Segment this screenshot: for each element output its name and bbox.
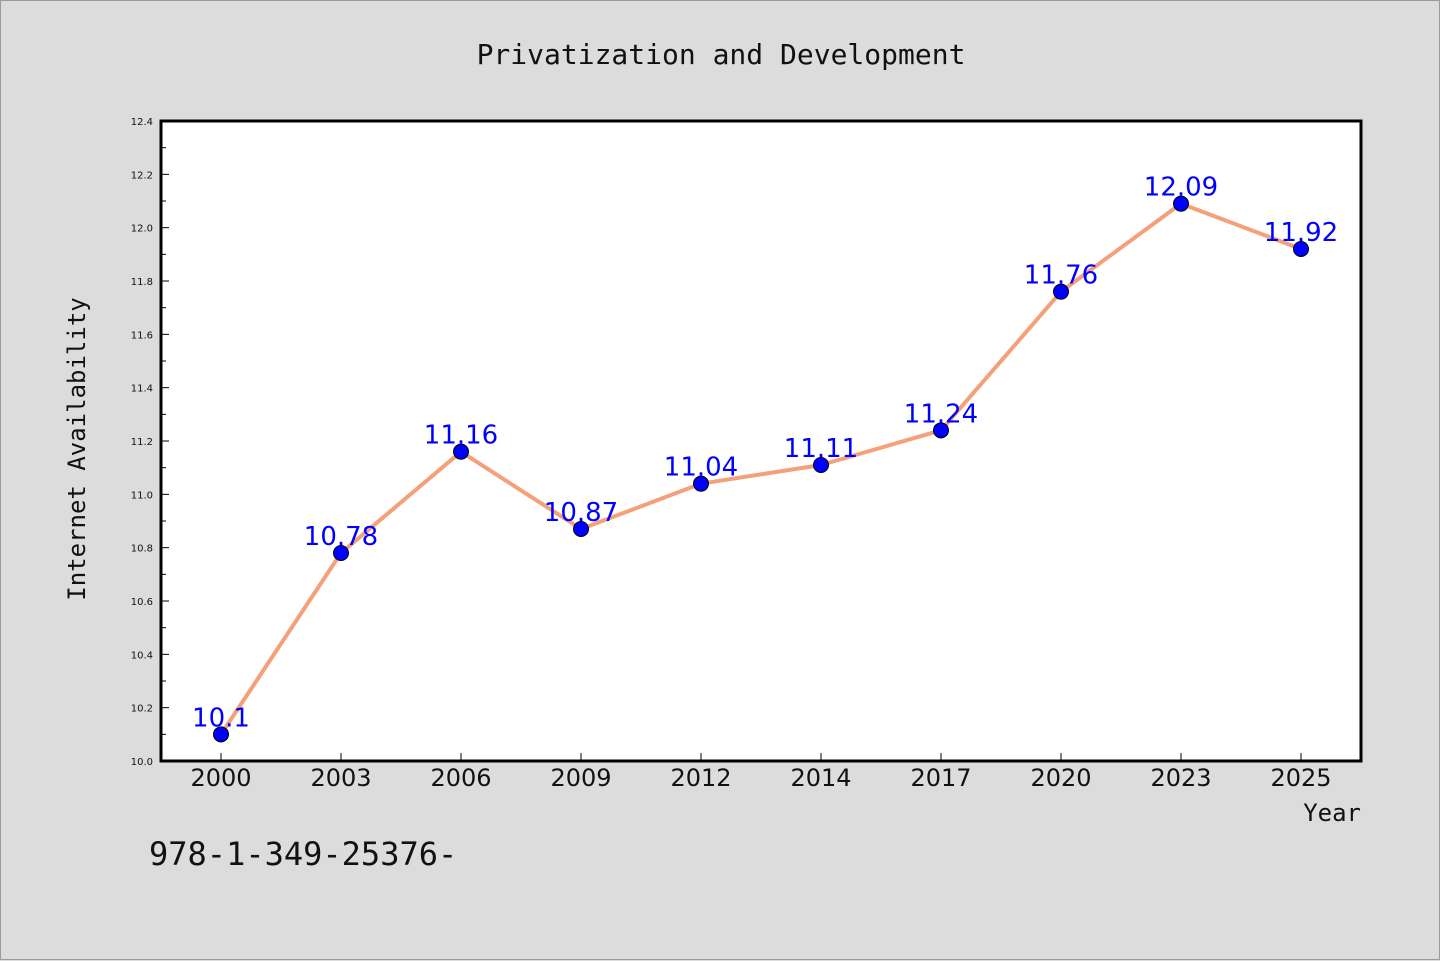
y-tick-label: 10.2 — [131, 704, 153, 715]
x-tick-label: 2023 — [1150, 764, 1211, 792]
y-tick-label: 10.8 — [131, 544, 153, 555]
x-tick-label: 2014 — [790, 764, 851, 792]
data-label: 10.78 — [304, 522, 378, 552]
data-point — [1053, 283, 1069, 300]
data-label: 11.76 — [1024, 261, 1098, 291]
x-axis-title: Year — [1303, 799, 1361, 827]
data-label: 10.87 — [544, 498, 618, 528]
data-point — [933, 422, 949, 439]
y-tick-label: 11.0 — [131, 490, 153, 501]
data-point — [573, 521, 589, 537]
y-tick-label: 12.0 — [131, 224, 153, 235]
y-tick-label: 11.4 — [131, 384, 153, 395]
y-tick-label: 12.2 — [131, 170, 153, 181]
x-tick-label: 2009 — [550, 764, 611, 792]
y-tick-label: 11.8 — [131, 277, 153, 288]
series-layer: 10.1 10.78 11.16 10.87 11.04 11.11 11.24 11.76 1… — [192, 173, 1338, 743]
x-tick-label: 2006 — [430, 764, 491, 792]
footer-isbn-text: 978-1-349-25376- — [149, 835, 457, 873]
y-tick-label: 11.2 — [131, 437, 153, 448]
data-point — [693, 475, 709, 492]
y-tick-label: 10.4 — [131, 650, 153, 661]
data-point — [333, 545, 349, 561]
data-label: 10.1 — [192, 703, 250, 733]
data-label: 11.24 — [904, 399, 978, 429]
y-axis-title: Internet Availability — [63, 297, 91, 600]
data-point — [453, 443, 469, 460]
x-tick-label: 2017 — [910, 764, 971, 792]
plot-area — [161, 121, 1361, 761]
plot-border — [159, 119, 1363, 763]
data-point — [1293, 241, 1309, 257]
data-label: 12.09 — [1144, 173, 1218, 203]
x-tick-label: 2003 — [310, 764, 371, 792]
x-tick-label: 2012 — [670, 764, 731, 792]
data-point — [213, 726, 229, 743]
series-line — [219, 201, 1302, 736]
y-tick-label: 12.4 — [131, 117, 153, 128]
data-label: 11.11 — [784, 434, 858, 464]
data-label: 11.04 — [664, 453, 738, 483]
data-point — [813, 457, 829, 473]
x-tick-label: 2025 — [1270, 764, 1331, 792]
x-axis: 2000 2003 2006 2009 2012 2014 2017 2020 2023 2025 — [190, 753, 1332, 792]
y-tick-label: 10.0 — [131, 757, 153, 768]
x-tick-label: 2020 — [1030, 764, 1091, 792]
y-tick-label: 11.6 — [131, 330, 153, 341]
y-tick-label: 10.6 — [131, 597, 153, 608]
data-point — [1173, 195, 1189, 212]
data-label: 11.16 — [424, 421, 498, 451]
chart-title: Privatization and Development — [477, 38, 966, 71]
x-tick-label: 2000 — [190, 764, 251, 792]
y-axis: 10.0 10.2 10.4 10.6 10.8 11.0 11.2 11.4 11.6 11.8… — [131, 117, 169, 768]
data-label: 11.92 — [1264, 218, 1338, 248]
